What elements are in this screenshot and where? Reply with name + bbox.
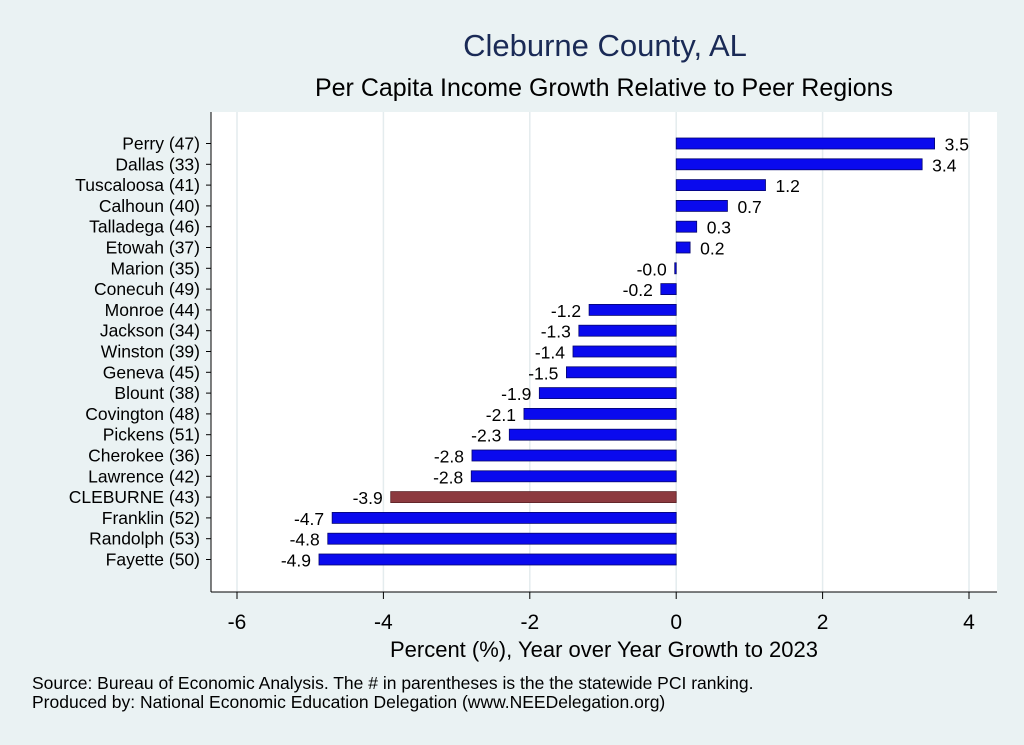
category-label: Blount (38) bbox=[114, 383, 200, 403]
bar bbox=[508, 428, 677, 441]
category-label: Winston (39) bbox=[101, 342, 200, 362]
bar bbox=[578, 324, 677, 337]
data-label: -1.4 bbox=[535, 343, 565, 363]
category-label: Pickens (51) bbox=[103, 425, 200, 445]
data-label: -1.5 bbox=[528, 363, 558, 383]
category-label: Cherokee (36) bbox=[88, 446, 200, 466]
data-label: 3.5 bbox=[945, 135, 969, 155]
category-label: Marion (35) bbox=[111, 258, 200, 278]
category-label: Conecuh (49) bbox=[94, 279, 200, 299]
data-label: -3.9 bbox=[353, 488, 383, 508]
data-label: 0.2 bbox=[700, 239, 724, 259]
bar bbox=[523, 407, 677, 420]
data-label: -0.2 bbox=[623, 280, 653, 300]
data-label: -4.8 bbox=[290, 530, 320, 550]
x-axis-title: Percent (%), Year over Year Growth to 20… bbox=[390, 637, 818, 662]
bar bbox=[675, 158, 923, 171]
category-label: Calhoun (40) bbox=[99, 196, 200, 216]
category-label: Jackson (34) bbox=[100, 321, 200, 341]
category-label: Tuscaloosa (41) bbox=[75, 175, 200, 195]
data-label: 3.4 bbox=[932, 155, 957, 175]
category-label: Dallas (33) bbox=[115, 154, 200, 174]
data-label: -4.9 bbox=[281, 551, 311, 571]
category-label: Randolph (53) bbox=[89, 529, 200, 549]
data-label: -2.8 bbox=[434, 447, 464, 467]
data-label: -1.3 bbox=[541, 322, 571, 342]
data-label: -0.0 bbox=[637, 259, 667, 279]
data-label: -4.7 bbox=[294, 509, 324, 529]
category-label: Talladega (46) bbox=[89, 217, 200, 237]
data-label: -2.8 bbox=[433, 467, 463, 487]
bar bbox=[566, 366, 677, 379]
category-label: Geneva (45) bbox=[103, 362, 200, 382]
chart-subtitle: Per Capita Income Growth Relative to Pee… bbox=[314, 74, 894, 102]
bar bbox=[471, 449, 677, 462]
bar bbox=[675, 220, 698, 233]
data-label: 0.3 bbox=[707, 218, 731, 238]
bar bbox=[675, 179, 766, 192]
bar bbox=[572, 345, 677, 358]
x-tick-label: 2 bbox=[817, 611, 829, 634]
bar bbox=[675, 137, 935, 150]
category-label: Fayette (50) bbox=[106, 550, 200, 570]
bar bbox=[538, 387, 677, 400]
bar bbox=[675, 241, 691, 254]
data-label: -1.9 bbox=[501, 384, 531, 404]
data-label: -2.1 bbox=[486, 405, 516, 425]
bar bbox=[390, 491, 677, 504]
data-label: -1.2 bbox=[551, 301, 581, 321]
bar bbox=[327, 532, 677, 545]
chart-title: Cleburne County, AL bbox=[463, 28, 747, 63]
category-label: Covington (48) bbox=[85, 404, 200, 424]
category-label: Etowah (37) bbox=[106, 238, 200, 258]
category-label: Lawrence (42) bbox=[88, 466, 200, 486]
category-label: Monroe (44) bbox=[105, 300, 200, 320]
data-label: 1.2 bbox=[776, 176, 800, 196]
data-label: 0.7 bbox=[737, 197, 761, 217]
bar bbox=[331, 512, 677, 524]
x-tick-label: -6 bbox=[228, 611, 247, 634]
bar bbox=[470, 470, 677, 483]
category-label: Franklin (52) bbox=[102, 508, 200, 528]
bar bbox=[674, 262, 677, 275]
bar bbox=[588, 303, 677, 316]
data-label: -2.3 bbox=[471, 426, 501, 446]
x-tick-label: -4 bbox=[374, 611, 393, 634]
bar bbox=[675, 199, 728, 212]
x-tick-label: 0 bbox=[670, 611, 682, 634]
category-label: Perry (47) bbox=[122, 134, 200, 154]
bar bbox=[318, 553, 677, 566]
source-note: Source: Bureau of Economic Analysis. The… bbox=[32, 673, 754, 693]
x-tick-label: 4 bbox=[963, 611, 975, 634]
producer-note: Produced by: National Economic Education… bbox=[32, 692, 666, 712]
category-label: CLEBURNE (43) bbox=[69, 487, 200, 507]
bar bbox=[660, 283, 677, 296]
x-tick-label: -2 bbox=[520, 611, 539, 634]
